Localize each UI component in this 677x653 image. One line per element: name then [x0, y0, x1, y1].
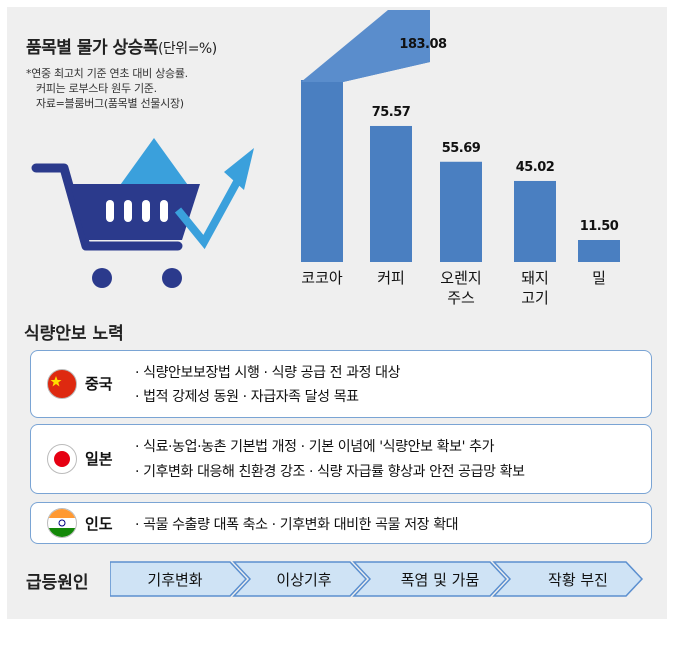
chart-note-3: 자료=블룸버그(품목별 선물시장) — [36, 97, 184, 110]
chart-note-1: *연중 최고치 기준 연초 대비 상승률. — [26, 67, 188, 80]
country-name: 일본 — [85, 450, 113, 468]
country-name: 중국 — [85, 375, 113, 393]
category-label: 코코아 — [301, 269, 343, 287]
cart-basket — [70, 184, 200, 240]
country-policy-line: · 법적 강제성 동원 · 자급자족 달성 목표 — [135, 389, 359, 405]
bar-chart-plot — [301, 10, 620, 262]
bar-4 — [578, 240, 620, 262]
category-label: 오렌지 주스 — [440, 269, 482, 307]
country-box-china: 중국 · 식량안보보장법 시행 · 식량 공급 전 과정 대상 · 법적 강제성… — [30, 350, 652, 418]
category-label: 돼지 고기 — [521, 269, 549, 307]
rising-arrow-head — [224, 148, 254, 190]
value-label: 183.08 — [399, 37, 447, 52]
value-label: 11.50 — [579, 219, 619, 234]
country-policy-line: · 식료·농업·농촌 기본법 개정 · 기본 이념에 '식량안보 확보' 추가 — [135, 439, 495, 455]
india-flag-icon — [47, 508, 77, 538]
value-label: 45.02 — [515, 159, 555, 175]
section-title: 식량안보 노력 — [24, 324, 124, 344]
category-label: 밀 — [592, 269, 606, 287]
country-policy-line: · 곡물 수출량 대폭 축소 · 기후변화 대비한 곡물 저장 확대 — [135, 517, 459, 533]
triangle-accent — [118, 138, 190, 188]
country-box-japan: 일본 · 식료·농업·농촌 기본법 개정 · 기본 이념에 '식량안보 확보' … — [30, 424, 652, 494]
cause-step: 이상기후 — [276, 571, 332, 589]
chart-title: 품목별 물가 상승폭(단위=%) — [26, 38, 217, 58]
country-policy-line: · 식량안보보장법 시행 · 식량 공급 전 과정 대상 — [135, 365, 401, 381]
value-label: 55.69 — [441, 140, 481, 156]
cause-chevron — [492, 561, 644, 597]
country-box-india: 인도 · 곡물 수출량 대폭 축소 · 기후변화 대비한 곡물 저장 확대 — [30, 502, 652, 544]
bar-2 — [440, 161, 482, 262]
category-label: 커피 — [377, 269, 405, 287]
cause-step: 기후변화 — [147, 571, 203, 589]
cause-chevron — [352, 561, 508, 597]
japan-flag-icon — [47, 444, 77, 474]
cause-chevron — [110, 561, 248, 597]
cart-slot — [142, 200, 150, 222]
cause-chevron-flow — [110, 561, 644, 597]
bar-break-top — [301, 10, 430, 82]
cause-step: 폭염 및 가뭄 — [400, 571, 480, 589]
cart-handle — [31, 163, 183, 251]
bar-1 — [370, 125, 412, 262]
chart-note-2: 커피는 로부스타 원두 기준. — [36, 82, 157, 95]
cause-step: 작황 부진 — [548, 571, 608, 589]
causes-label: 급등원인 — [26, 573, 89, 593]
bar-0 — [301, 80, 343, 262]
country-name: 인도 — [85, 515, 113, 533]
cart-slot — [106, 200, 114, 222]
cart-slot — [124, 200, 132, 222]
country-policy-line: · 기후변화 대응해 친환경 강조 · 식량 자급률 향상과 안전 공급망 확보 — [135, 464, 525, 480]
cart-wheel — [162, 268, 182, 288]
bar-3 — [514, 180, 556, 262]
rising-arrow-line — [174, 178, 242, 250]
value-label: 75.57 — [371, 104, 411, 120]
cart-wheel — [92, 268, 112, 288]
china-flag-icon — [47, 369, 77, 399]
shopping-cart-with-rising-arrow-icon — [31, 138, 254, 288]
cause-chevron — [232, 561, 368, 597]
cart-slot — [160, 200, 168, 222]
